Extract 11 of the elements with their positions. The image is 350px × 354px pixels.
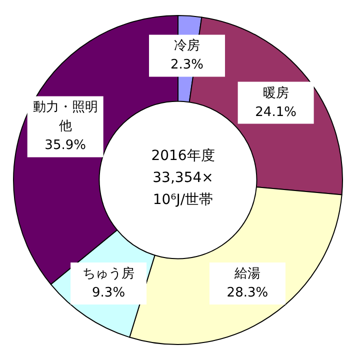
slice-label: 暖房 (262, 84, 289, 101)
data-label: 9.3% (92, 285, 126, 300)
slice-label: 給湯 (233, 266, 260, 282)
data-label: 24.1% (255, 104, 296, 120)
slice-label: 動力・照明他 (32, 100, 98, 134)
data-label: 35.9% (44, 138, 86, 154)
data-label: 2.3% (170, 58, 204, 73)
data-label: 28.3% (226, 285, 268, 300)
slice-label: ちゅう房 (82, 265, 135, 282)
text: 2016年度 33,354× 10⁶J/世帯 (151, 148, 215, 208)
slice-label: 冷房 (174, 38, 200, 54)
